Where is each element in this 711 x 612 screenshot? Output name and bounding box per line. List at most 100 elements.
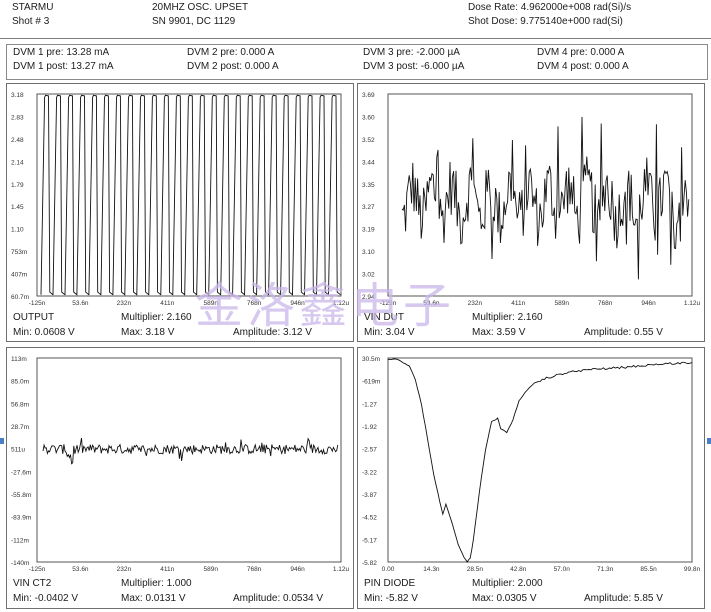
vin-dut-panel: 3.69 3.60 3.52 3.44 3.35 3.27 3.19 3.10 3.02 2.94…: [357, 83, 705, 342]
dvm4-post: DVM 4 post: 0.000 A: [537, 61, 629, 72]
y-tick-label: 113m: [11, 356, 27, 363]
pin-diode-multiplier: Multiplier: 2.000: [472, 578, 543, 589]
x-tick-label: 768n: [247, 300, 262, 307]
x-tick-label: 71.3n: [597, 566, 614, 573]
dvm1-pre: DVM 1 pre: 13.28 mA: [13, 47, 110, 58]
y-tick-label: 407m: [11, 272, 27, 279]
y-tick-label: -4.52: [362, 515, 377, 522]
y-tick-label: -3.22: [362, 469, 377, 476]
x-tick-label: 53.6n: [72, 300, 89, 307]
y-tick-label: 3.60: [362, 114, 375, 121]
output-max: Max: 3.18 V: [121, 327, 175, 338]
y-tick-label: -5.17: [362, 537, 377, 544]
x-tick-label: 85.5n: [640, 566, 657, 573]
pin-diode-plot: 30.5m -619m -1.27 -1.92 -2.57 -3.22 -3.87 -4.52…: [362, 356, 701, 573]
plot-frame: [387, 357, 693, 563]
x-tick-label: 1.12u: [684, 300, 701, 307]
x-tick-label: 411n: [160, 300, 174, 307]
right-edge-marker: [707, 438, 711, 444]
header-dose-rate: Dose Rate: 4.962000e+008 rad(Si)/s: [468, 2, 632, 13]
dvm4-pre: DVM 4 pre: 0.000 A: [537, 47, 625, 58]
vin-ct2-multiplier: Multiplier: 1.000: [121, 578, 192, 589]
x-tick-label: 232n: [117, 566, 132, 573]
output-amplitude: Amplitude: 3.12 V: [233, 327, 312, 338]
dvm3-pre: DVM 3 pre: -2.000 µA: [363, 47, 460, 58]
x-tick-label: 589n: [554, 300, 569, 307]
x-tick-label: 411n: [511, 300, 525, 307]
y-tick-label: 3.19: [362, 227, 375, 234]
dvm2-pre: DVM 2 pre: 0.000 A: [187, 47, 275, 58]
x-tick-label: 589n: [203, 566, 218, 573]
header-program: STARMU: [12, 2, 54, 13]
output-min: Min: 0.0608 V: [13, 327, 75, 338]
y-tick-label: -1.92: [362, 424, 377, 431]
header-shot: Shot # 3: [12, 16, 50, 27]
y-tick-label: 3.52: [362, 137, 375, 144]
y-tick-label: 1.10: [11, 227, 24, 234]
vin-ct2-channel-name: VIN CT2: [13, 578, 52, 589]
y-tick-label: -5.82: [362, 560, 377, 567]
header-divider: [0, 38, 711, 39]
y-tick-label: 30.5m: [362, 356, 380, 363]
y-tick-label: 60.7m: [11, 294, 29, 301]
pin-diode-amplitude: Amplitude: 5.85 V: [584, 593, 663, 604]
plot-frame: [36, 357, 342, 563]
pin-diode-min: Min: -5.82 V: [364, 593, 418, 604]
x-tick-label: 232n: [117, 300, 132, 307]
vin-ct2-min: Min: -0.0402 V: [13, 593, 79, 604]
y-tick-label: -2.57: [362, 447, 377, 454]
y-tick-label: 1.45: [11, 204, 24, 211]
y-tick-label: 2.94: [362, 294, 375, 301]
vin-dut-channel-name: VIN DUT: [364, 312, 404, 323]
x-tick-label: 14.3n: [423, 566, 440, 573]
series-line: [42, 437, 339, 465]
y-tick-label: 85.0m: [11, 379, 29, 386]
x-tick-label: 768n: [247, 566, 262, 573]
x-tick-label: 946n: [641, 300, 656, 307]
y-tick-label: -1.27: [362, 401, 377, 408]
vin-dut-multiplier: Multiplier: 2.160: [472, 312, 543, 323]
y-tick-label: -3.87: [362, 492, 377, 499]
series-line: [388, 358, 693, 563]
x-tick-label: -125n: [29, 300, 46, 307]
y-tick-label: 3.18: [11, 92, 24, 99]
x-tick-label: 946n: [290, 300, 305, 307]
x-tick-label: 0.00: [382, 566, 395, 573]
dvm2-post: DVM 2 post: 0.000 A: [187, 61, 279, 72]
y-tick-label: -83.9m: [11, 515, 31, 522]
series-line: [40, 94, 341, 296]
y-tick-label: 3.27: [362, 204, 375, 211]
plot-frame: [36, 93, 342, 297]
vin-ct2-max: Max: 0.0131 V: [121, 593, 186, 604]
vin-ct2-plot: 113m 85.0m 56.8m 28.7m 511u -27.6m -55.8m -83.9…: [11, 356, 350, 573]
vin-ct2-amplitude: Amplitude: 0.0534 V: [233, 593, 324, 604]
x-tick-label: 589n: [203, 300, 218, 307]
vin-dut-plot: 3.69 3.60 3.52 3.44 3.35 3.27 3.19 3.10 3.02 2.94…: [362, 92, 701, 307]
y-tick-label: 3.02: [362, 272, 375, 279]
vin-dut-max: Max: 3.59 V: [472, 327, 526, 338]
output-panel: 3.18 2.83 2.48 2.14 1.79 1.45 1.10 753m 407m 60.7…: [6, 83, 354, 342]
x-tick-label: 42.8n: [510, 566, 527, 573]
pin-diode-channel-name: PIN DIODE: [364, 578, 416, 589]
y-tick-label: 56.8m: [11, 401, 29, 408]
y-tick-label: 511u: [11, 447, 25, 454]
header-test-name: 20MHZ OSC. UPSET: [152, 2, 249, 13]
y-tick-label: 1.79: [11, 182, 24, 189]
vin-dut-amplitude: Amplitude: 0.55 V: [584, 327, 663, 338]
header-serial: SN 9901, DC 1129: [152, 16, 236, 27]
dvm-readings: DVM 1 pre: 13.28 mA DVM 1 post: 13.27 mA…: [6, 44, 708, 80]
dvm1-post: DVM 1 post: 13.27 mA: [13, 61, 114, 72]
left-edge-marker: [0, 438, 4, 444]
output-channel-name: OUTPUT: [13, 312, 55, 323]
y-tick-label: 3.35: [362, 182, 375, 189]
x-tick-label: -125n: [380, 300, 397, 307]
x-tick-label: 1.12u: [333, 300, 350, 307]
dvm3-post: DVM 3 post: -6.000 µA: [363, 61, 465, 72]
pin-diode-panel: 30.5m -619m -1.27 -1.92 -2.57 -3.22 -3.87 -4.52…: [357, 347, 705, 609]
y-tick-label: 2.83: [11, 114, 24, 121]
y-tick-label: 3.69: [362, 92, 375, 99]
y-tick-label: 2.14: [11, 159, 24, 166]
series-line: [401, 116, 690, 280]
vin-ct2-panel: 113m 85.0m 56.8m 28.7m 511u -27.6m -55.8m -83.9…: [6, 347, 354, 609]
y-tick-label: 3.44: [362, 159, 375, 166]
